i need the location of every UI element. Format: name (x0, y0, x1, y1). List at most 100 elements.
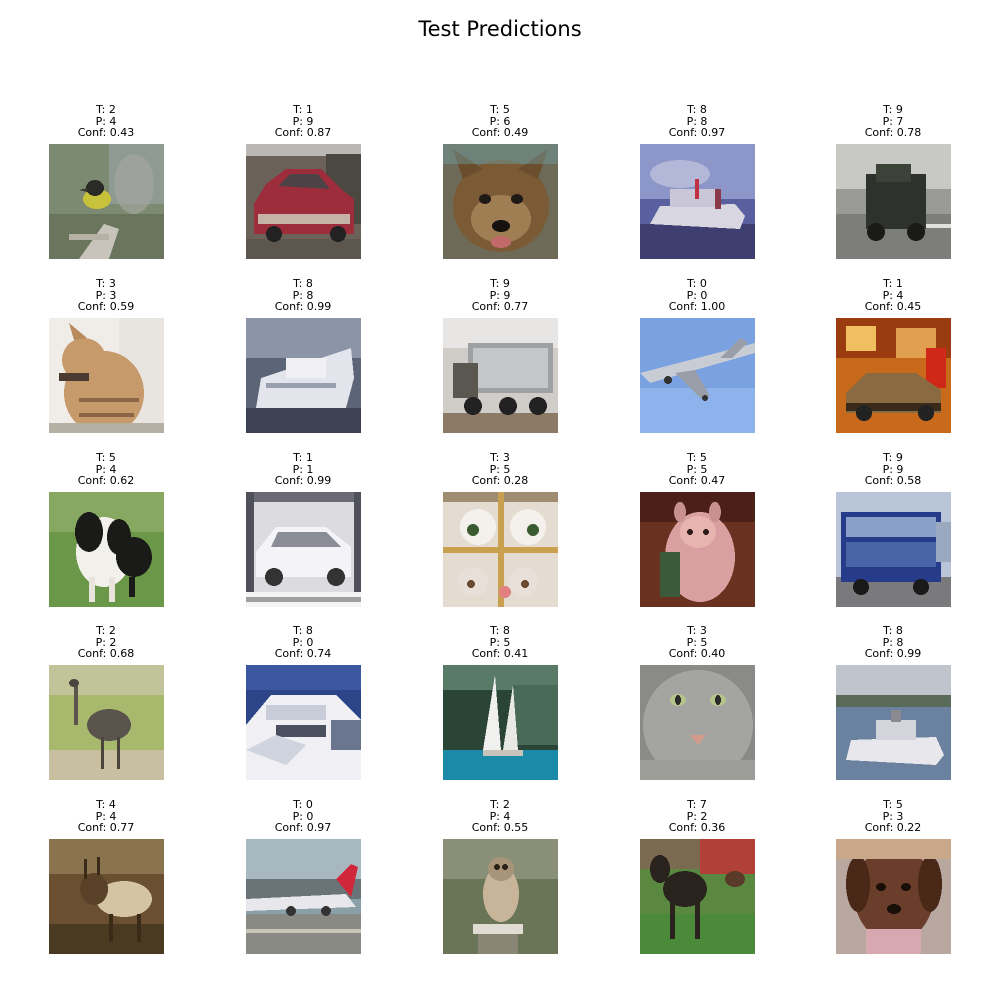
confidence-score: Conf: 0.43 (77, 126, 135, 140)
prediction-title: T: 1 P: 4 Conf: 0.45 (793, 278, 993, 313)
true-label: T: 1 (293, 103, 313, 116)
predicted-label: P: 9 (882, 462, 904, 476)
prediction-title: T: 5 P: 4 Conf: 0.62 (6, 452, 206, 487)
sample-image (639, 665, 755, 780)
sample-image (442, 318, 558, 433)
prediction-title: T: 9 P: 9 Conf: 0.77 (400, 278, 600, 313)
sample-image (835, 839, 951, 954)
confidence-score: Conf: 0.78 (864, 126, 922, 140)
true-label: T: 1 (293, 451, 313, 464)
sample-image (48, 839, 164, 954)
predicted-label: P: 5 (489, 462, 511, 476)
confidence-score: Conf: 0.99 (274, 300, 332, 314)
predicted-label: P: 5 (686, 635, 708, 649)
prediction-title: T: 8 P: 8 Conf: 0.99 (793, 625, 993, 660)
predicted-label: P: 0 (686, 288, 708, 302)
sample-image (245, 839, 361, 954)
sample-image (442, 665, 558, 780)
prediction-title: T: 7 P: 2 Conf: 0.36 (597, 799, 797, 834)
confidence-score: Conf: 0.41 (471, 647, 529, 661)
true-label: T: 0 (293, 798, 313, 811)
sample-image (48, 318, 164, 433)
sample-image (245, 492, 361, 607)
prediction-title: T: 2 P: 2 Conf: 0.68 (6, 625, 206, 660)
sample-image (835, 492, 951, 607)
true-label: T: 2 (490, 798, 510, 811)
true-label: T: 3 (96, 277, 116, 290)
sample-image (639, 144, 755, 259)
confidence-score: Conf: 0.87 (274, 126, 332, 140)
confidence-score: Conf: 0.22 (864, 821, 922, 835)
predicted-label: P: 4 (882, 288, 904, 302)
predicted-label: P: 5 (686, 462, 708, 476)
sample-image (442, 144, 558, 259)
prediction-title: T: 5 P: 3 Conf: 0.22 (793, 799, 993, 834)
confidence-score: Conf: 0.28 (471, 474, 529, 488)
prediction-title: T: 5 P: 6 Conf: 0.49 (400, 104, 600, 139)
prediction-title: T: 4 P: 4 Conf: 0.77 (6, 799, 206, 834)
true-label: T: 4 (96, 798, 116, 811)
confidence-score: Conf: 0.62 (77, 474, 135, 488)
sample-image (245, 665, 361, 780)
true-label: T: 0 (687, 277, 707, 290)
confidence-score: Conf: 0.40 (668, 647, 726, 661)
predicted-label: P: 4 (95, 462, 117, 476)
prediction-title: T: 0 P: 0 Conf: 0.97 (203, 799, 403, 834)
predicted-label: P: 1 (292, 462, 314, 476)
confidence-score: Conf: 0.97 (668, 126, 726, 140)
prediction-title: T: 8 P: 8 Conf: 0.97 (597, 104, 797, 139)
predicted-label: P: 3 (95, 288, 117, 302)
confidence-score: Conf: 0.58 (864, 474, 922, 488)
sample-image (245, 318, 361, 433)
prediction-title: T: 2 P: 4 Conf: 0.55 (400, 799, 600, 834)
prediction-title: T: 3 P: 5 Conf: 0.40 (597, 625, 797, 660)
sample-image (442, 839, 558, 954)
true-label: T: 8 (293, 624, 313, 637)
prediction-title: T: 3 P: 3 Conf: 0.59 (6, 278, 206, 313)
sample-image (48, 665, 164, 780)
confidence-score: Conf: 0.45 (864, 300, 922, 314)
predicted-label: P: 0 (292, 635, 314, 649)
prediction-title: T: 9 P: 7 Conf: 0.78 (793, 104, 993, 139)
predicted-label: P: 6 (489, 114, 511, 128)
true-label: T: 3 (490, 451, 510, 464)
prediction-title: T: 2 P: 4 Conf: 0.43 (6, 104, 206, 139)
confidence-score: Conf: 0.99 (274, 474, 332, 488)
sample-image (639, 318, 755, 433)
true-label: T: 7 (687, 798, 707, 811)
true-label: T: 5 (687, 451, 707, 464)
confidence-score: Conf: 0.59 (77, 300, 135, 314)
figure-title: Test Predictions (418, 17, 582, 41)
sample-image (245, 144, 361, 259)
sample-image (639, 492, 755, 607)
predicted-label: P: 9 (489, 288, 511, 302)
confidence-score: Conf: 0.68 (77, 647, 135, 661)
confidence-score: Conf: 0.99 (864, 647, 922, 661)
true-label: T: 5 (96, 451, 116, 464)
predicted-label: P: 8 (882, 635, 904, 649)
sample-image (835, 665, 951, 780)
sample-image (835, 318, 951, 433)
confidence-score: Conf: 0.47 (668, 474, 726, 488)
predicted-label: P: 4 (95, 809, 117, 823)
confidence-score: Conf: 0.74 (274, 647, 332, 661)
true-label: T: 9 (883, 451, 903, 464)
sample-image (48, 144, 164, 259)
true-label: T: 5 (490, 103, 510, 116)
predicted-label: P: 7 (882, 114, 904, 128)
confidence-score: Conf: 0.55 (471, 821, 529, 835)
true-label: T: 8 (883, 624, 903, 637)
true-label: T: 3 (687, 624, 707, 637)
prediction-title: T: 8 P: 0 Conf: 0.74 (203, 625, 403, 660)
true-label: T: 5 (883, 798, 903, 811)
prediction-title: T: 5 P: 5 Conf: 0.47 (597, 452, 797, 487)
prediction-title: T: 0 P: 0 Conf: 1.00 (597, 278, 797, 313)
predicted-label: P: 8 (686, 114, 708, 128)
true-label: T: 8 (687, 103, 707, 116)
predicted-label: P: 0 (292, 809, 314, 823)
true-label: T: 2 (96, 624, 116, 637)
predicted-label: P: 4 (489, 809, 511, 823)
predicted-label: P: 2 (686, 809, 708, 823)
predicted-label: P: 2 (95, 635, 117, 649)
true-label: T: 9 (490, 277, 510, 290)
